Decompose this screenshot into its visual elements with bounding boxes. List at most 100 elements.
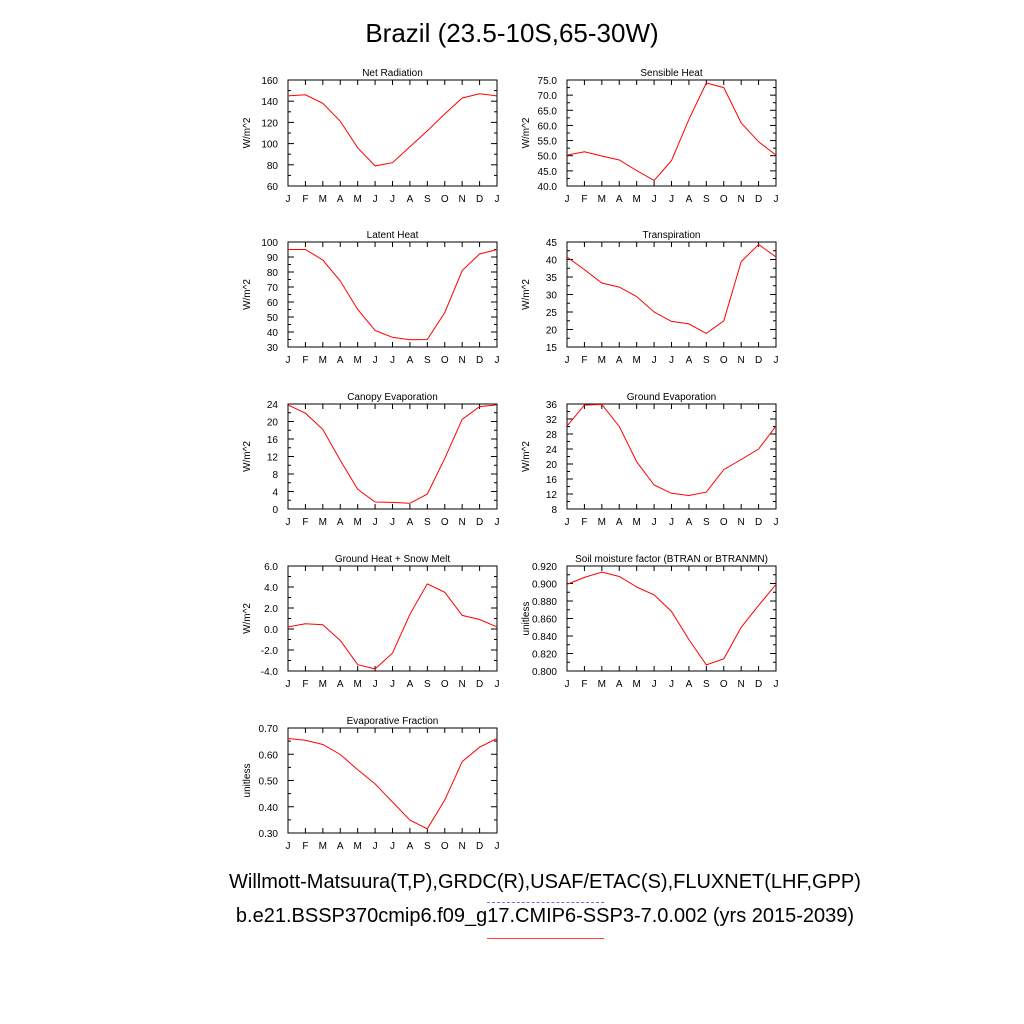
chart-soil-moisture-factor-btran-or-btranmn-ytick-label: 0.820 bbox=[532, 650, 557, 661]
chart-latent-heat-xtick-label: J bbox=[390, 355, 395, 366]
chart-latent-heat-xtick-label: O bbox=[441, 355, 449, 366]
chart-transpiration-xtick-label: J bbox=[652, 355, 657, 366]
chart-sensible-heat-xtick-label: M bbox=[632, 194, 640, 205]
chart-ground-evaporation-ytick-label: 36 bbox=[546, 400, 558, 411]
chart-latent-heat-ytick-label: 80 bbox=[267, 268, 279, 279]
legend-model: b.e21.BSSP370cmip6.f09_g17.CMIP6-SSP3-7.… bbox=[235, 905, 855, 927]
chart-soil-moisture-factor-btran-or-btranmn-series-line bbox=[566, 571, 777, 666]
chart-transpiration-xtick-label: J bbox=[669, 355, 674, 366]
legend-observations: Willmott-Matsuura(T,P),GRDC(R),USAF/ETAC… bbox=[229, 871, 861, 893]
chart-soil-moisture-factor-btran-or-btranmn-ytick-label: 0.900 bbox=[532, 580, 557, 591]
chart-soil-moisture-factor-btran-or-btranmn-title: Soil moisture factor (BTRAN or BTRANMN) bbox=[575, 554, 768, 565]
chart-ground-heat-snow-melt-xtick-label: A bbox=[407, 679, 414, 690]
chart-net-radiation-xtick-label: A bbox=[337, 194, 344, 205]
chart-ground-evaporation-xtick-label: D bbox=[755, 517, 762, 528]
chart-soil-moisture-factor-btran-or-btranmn-xtick-label: J bbox=[652, 679, 657, 690]
chart-ground-evaporation-xtick-label: O bbox=[720, 517, 728, 528]
chart-latent-heat-series-line bbox=[288, 249, 498, 341]
chart-sensible-heat-xtick-label: S bbox=[703, 194, 710, 205]
chart-ground-heat-snow-melt-ytick-label: 6.0 bbox=[264, 562, 278, 573]
chart-sensible-heat-title: Sensible Heat bbox=[640, 68, 702, 79]
chart-ground-evaporation-xtick-label: A bbox=[616, 517, 623, 528]
chart-ground-evaporation-xtick-label: M bbox=[632, 517, 640, 528]
chart-transpiration-xtick-label: M bbox=[598, 355, 606, 366]
chart-evaporative-fraction-xtick-label: O bbox=[441, 841, 449, 852]
chart-evaporative-fraction-xtick-label: J bbox=[495, 841, 500, 852]
chart-canopy-evaporation-frame bbox=[287, 403, 498, 510]
chart-latent-heat-xtick-label: N bbox=[459, 355, 466, 366]
chart-ground-evaporation-xtick-label: F bbox=[581, 517, 587, 528]
chart-transpiration-xtick-label: S bbox=[703, 355, 710, 366]
chart-evaporative-fraction-xtick-label: J bbox=[373, 841, 378, 852]
chart-transpiration-xtick-label: N bbox=[738, 355, 745, 366]
legend-observations-swatch bbox=[487, 902, 604, 903]
chart-transpiration-xtick-label: A bbox=[616, 355, 623, 366]
chart-canopy-evaporation-ytick-label: 20 bbox=[267, 418, 279, 429]
chart-evaporative-fraction-series-line bbox=[287, 738, 498, 830]
chart-evaporative-fraction-xtick-label: D bbox=[476, 841, 483, 852]
chart-net-radiation-xtick-label: J bbox=[286, 194, 291, 205]
chart-sensible-heat-ytick-label: 55.0 bbox=[538, 137, 558, 148]
chart-ground-evaporation-ytick-label: 12 bbox=[546, 490, 558, 501]
chart-ground-evaporation-ytick-label: 16 bbox=[546, 475, 558, 486]
chart-net-radiation-ytick-label: 160 bbox=[261, 76, 278, 87]
chart-latent-heat-xtick-label: F bbox=[302, 355, 308, 366]
chart-canopy-evaporation-xtick-label: M bbox=[353, 517, 361, 528]
chart-ground-heat-snow-melt-ytick-label: 0.0 bbox=[264, 625, 278, 636]
chart-canopy-evaporation-xtick-label: J bbox=[390, 517, 395, 528]
chart-net-radiation-ylabel: W/m^2 bbox=[242, 117, 253, 148]
chart-canopy-evaporation-ytick-label: 12 bbox=[267, 453, 279, 464]
chart-ground-heat-snow-melt-xtick-label: J bbox=[373, 679, 378, 690]
chart-soil-moisture-factor-btran-or-btranmn-xtick-label: A bbox=[616, 679, 623, 690]
chart-transpiration-ytick-label: 20 bbox=[546, 326, 558, 337]
chart-transpiration-xtick-label: F bbox=[581, 355, 587, 366]
chart-sensible-heat-ytick-label: 60.0 bbox=[538, 121, 558, 132]
chart-transpiration-xtick-label: A bbox=[686, 355, 693, 366]
chart-sensible-heat-xtick-label: J bbox=[774, 194, 779, 205]
chart-transpiration-ylabel: W/m^2 bbox=[521, 279, 532, 310]
chart-ground-heat-snow-melt-xtick-label: F bbox=[302, 679, 308, 690]
chart-transpiration-ytick-label: 40 bbox=[546, 256, 558, 267]
chart-evaporative-fraction-ytick-label: 0.50 bbox=[259, 777, 279, 788]
chart-ground-evaporation-xtick-label: J bbox=[669, 517, 674, 528]
chart-sensible-heat-xtick-label: O bbox=[720, 194, 728, 205]
chart-ground-heat-snow-melt-xtick-label: M bbox=[353, 679, 361, 690]
chart-evaporative-fraction-ytick-label: 0.30 bbox=[259, 829, 279, 840]
chart-sensible-heat-xtick-label: J bbox=[652, 194, 657, 205]
chart-evaporative-fraction-xtick-label: S bbox=[424, 841, 431, 852]
chart-soil-moisture-factor-btran-or-btranmn-xtick-label: M bbox=[632, 679, 640, 690]
chart-soil-moisture-factor-btran-or-btranmn-ytick-label: 0.860 bbox=[532, 615, 557, 626]
chart-evaporative-fraction-xtick-label: F bbox=[302, 841, 308, 852]
chart-canopy-evaporation-xtick-label: A bbox=[407, 517, 414, 528]
chart-net-radiation-xtick-label: O bbox=[441, 194, 449, 205]
chart-net-radiation-ytick-label: 140 bbox=[261, 97, 278, 108]
chart-transpiration-ytick-label: 45 bbox=[546, 238, 558, 249]
chart-ground-heat-snow-melt-frame bbox=[287, 565, 498, 672]
chart-soil-moisture-factor-btran-or-btranmn-xtick-label: J bbox=[774, 679, 779, 690]
chart-sensible-heat-xtick-label: A bbox=[686, 194, 693, 205]
chart-ground-evaporation-xtick-label: M bbox=[598, 517, 606, 528]
chart-transpiration-xtick-label: O bbox=[720, 355, 728, 366]
chart-latent-heat-xtick-label: J bbox=[495, 355, 500, 366]
chart-net-radiation-xtick-label: M bbox=[353, 194, 361, 205]
chart-canopy-evaporation-xtick-label: J bbox=[373, 517, 378, 528]
chart-latent-heat-ytick-label: 60 bbox=[267, 298, 279, 309]
chart-ground-heat-snow-melt-xtick-label: J bbox=[286, 679, 291, 690]
chart-net-radiation-ytick-label: 120 bbox=[261, 118, 278, 129]
chart-evaporative-fraction-xtick-label: N bbox=[459, 841, 466, 852]
chart-ground-evaporation-xtick-label: S bbox=[703, 517, 710, 528]
chart-net-radiation-xtick-label: F bbox=[302, 194, 308, 205]
chart-sensible-heat-ylabel: W/m^2 bbox=[521, 117, 532, 148]
chart-ground-heat-snow-melt-xtick-label: N bbox=[459, 679, 466, 690]
chart-soil-moisture-factor-btran-or-btranmn-xtick-label: M bbox=[598, 679, 606, 690]
chart-transpiration-xtick-label: M bbox=[632, 355, 640, 366]
chart-net-radiation-series-line bbox=[287, 93, 498, 167]
chart-transpiration-ytick-label: 35 bbox=[546, 273, 558, 284]
chart-soil-moisture-factor-btran-or-btranmn-frame bbox=[566, 565, 777, 672]
chart-soil-moisture-factor-btran-or-btranmn-xtick-label: D bbox=[755, 679, 762, 690]
chart-sensible-heat-xtick-label: N bbox=[738, 194, 745, 205]
chart-evaporative-fraction-ytick-label: 0.60 bbox=[259, 750, 279, 761]
chart-ground-evaporation-ytick-label: 8 bbox=[551, 505, 557, 516]
